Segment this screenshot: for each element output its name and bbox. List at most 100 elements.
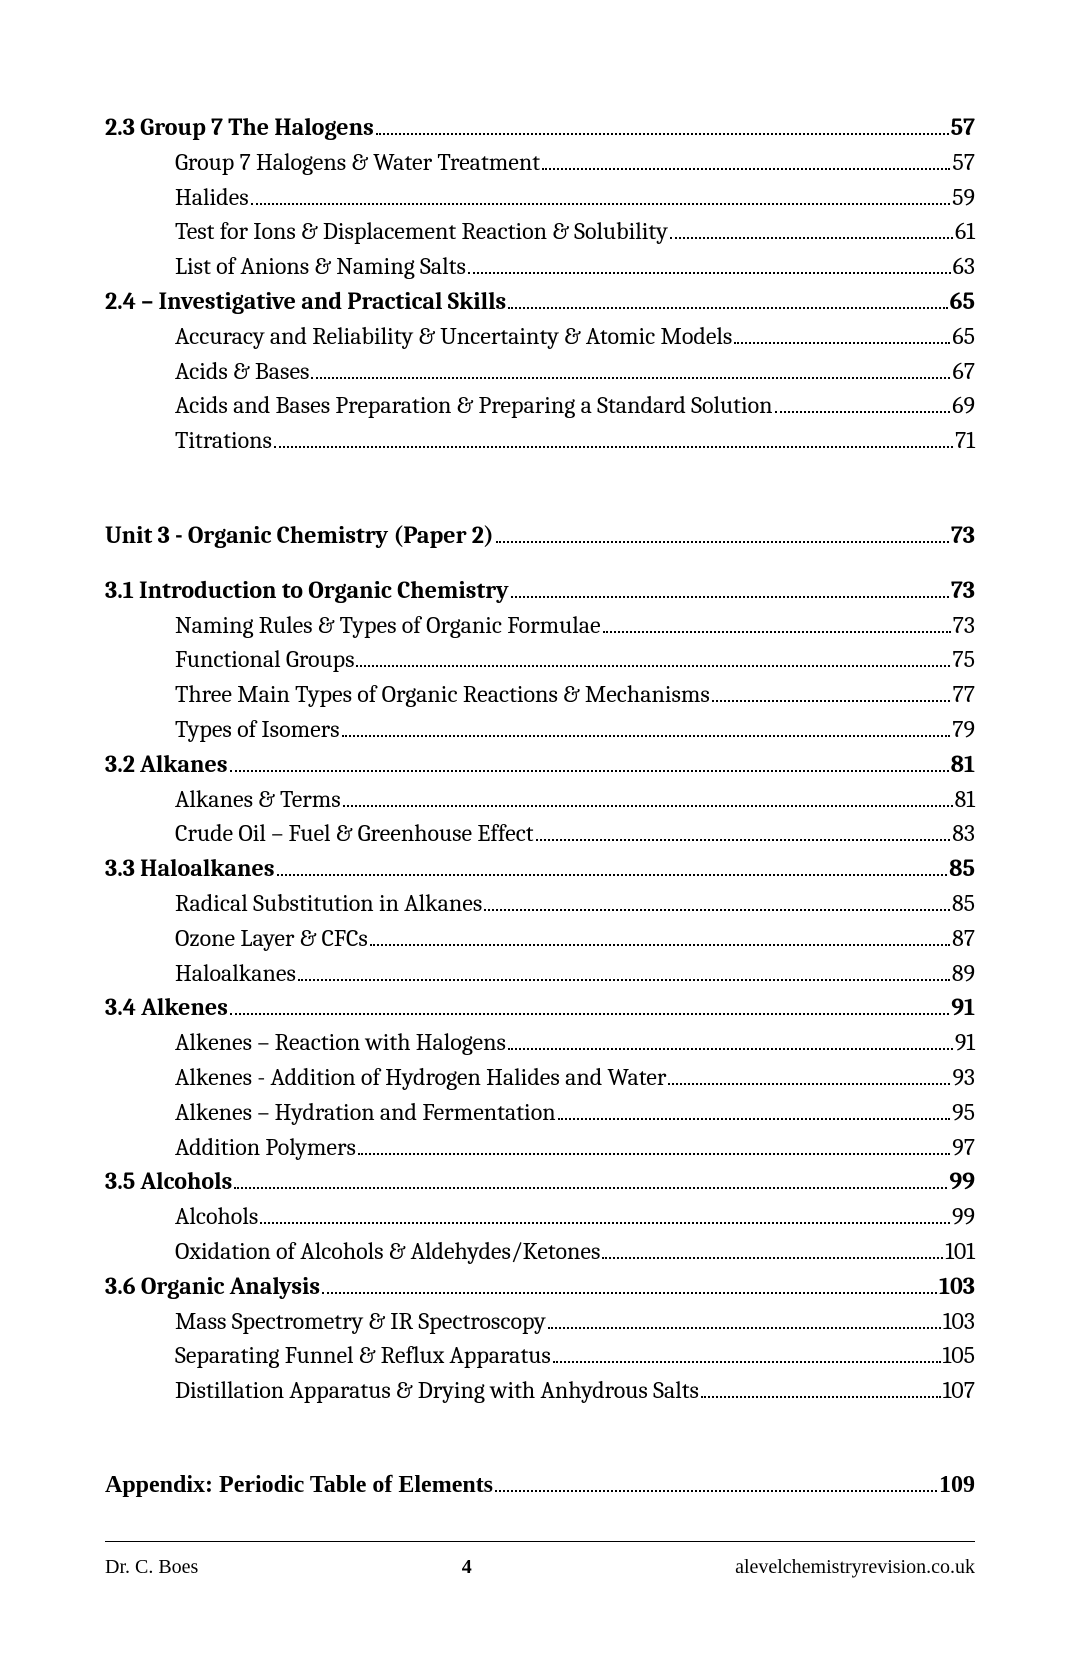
toc-sub-entry: Group 7 Halogens & Water Treatment 57 — [105, 145, 975, 180]
toc-entry-page: 57 — [951, 110, 975, 145]
toc-leader-dots — [511, 596, 949, 598]
toc-entry-page: 85 — [949, 851, 975, 886]
toc-entry-title: Three Main Types of Organic Reactions & … — [175, 677, 710, 712]
toc-entry-title: 3.4 Alkenes — [105, 990, 228, 1025]
toc-entry-page: 67 — [952, 354, 975, 389]
toc-entry-title: Acids and Bases Preparation & Preparing … — [175, 388, 773, 423]
toc-entry-page: 93 — [952, 1060, 975, 1095]
toc-sub-entry: Alcohols99 — [105, 1199, 975, 1234]
toc-entry-title: Naming Rules & Types of Organic Formulae — [175, 608, 601, 643]
toc-leader-dots — [734, 342, 950, 344]
toc-entry-title: Titrations — [175, 423, 272, 458]
toc-entry-title: Alkenes - Addition of Hydrogen Halides a… — [175, 1060, 666, 1095]
toc-entry-title: 3.5 Alcohols — [105, 1164, 232, 1199]
toc-leader-dots — [298, 979, 950, 981]
toc-leader-dots — [230, 1013, 949, 1015]
toc-entry-title: 3.1 Introduction to Organic Chemistry — [105, 573, 509, 608]
toc-sub-entry: Naming Rules & Types of Organic Formulae… — [105, 608, 975, 643]
toc-sub-entry: Separating Funnel & Reflux Apparatus105 — [105, 1338, 975, 1373]
toc-entry-page: 91 — [951, 990, 975, 1025]
toc-entry-title: Test for Ions & Displacement Reaction & … — [175, 214, 668, 249]
toc-heading-entry: 3.6 Organic Analysis 103 — [105, 1269, 975, 1304]
toc-entry-title: Crude Oil – Fuel & Greenhouse Effect — [175, 816, 534, 851]
toc-gap — [105, 1458, 975, 1468]
toc-leader-dots — [558, 1118, 951, 1120]
toc-entry-page: 83 — [952, 816, 975, 851]
table-of-contents: 2.3 Group 7 The Halogens57Group 7 Haloge… — [105, 110, 975, 1503]
toc-entry-page: 107 — [943, 1373, 975, 1408]
toc-entry-title: Ozone Layer & CFCs — [175, 921, 368, 956]
toc-leader-dots — [356, 665, 950, 667]
toc-sub-entry: Test for Ions & Displacement Reaction & … — [105, 214, 975, 249]
toc-entry-title: Alkanes & Terms — [175, 782, 341, 817]
toc-sub-entry: Alkanes & Terms81 — [105, 782, 975, 817]
toc-entry-title: List of Anions & Naming Salts — [175, 249, 466, 284]
toc-leader-dots — [484, 909, 950, 911]
toc-entry-page: 101 — [945, 1234, 975, 1269]
toc-sub-entry: Alkenes – Reaction with Halogens91 — [105, 1025, 975, 1060]
toc-leader-dots — [496, 541, 949, 543]
toc-leader-dots — [536, 839, 951, 841]
toc-entry-page: 57 — [952, 145, 975, 180]
toc-sub-entry: Acids & Bases 67 — [105, 354, 975, 389]
toc-entry-title: Types of Isomers — [175, 712, 340, 747]
toc-entry-title: Group 7 Halogens & Water Treatment — [175, 145, 540, 180]
toc-entry-page: 91 — [955, 1025, 975, 1060]
toc-entry-title: Alkenes – Hydration and Fermentation — [175, 1095, 556, 1130]
toc-entry-title: 3.2 Alkanes — [105, 747, 228, 782]
toc-sub-entry: Crude Oil – Fuel & Greenhouse Effect 83 — [105, 816, 975, 851]
toc-heading-entry: 2.4 – Investigative and Practical Skills… — [105, 284, 975, 319]
toc-entry-page: 75 — [952, 642, 975, 677]
toc-heading-entry: 2.3 Group 7 The Halogens 57 — [105, 110, 975, 145]
toc-leader-dots — [701, 1396, 941, 1398]
toc-heading-entry: 3.2 Alkanes 81 — [105, 747, 975, 782]
toc-entry-page: 59 — [952, 180, 975, 215]
toc-leader-dots — [508, 307, 947, 309]
toc-sub-entry: Halides 59 — [105, 180, 975, 215]
toc-entry-title: Appendix: Periodic Table of Elements — [105, 1468, 493, 1503]
toc-gap — [105, 458, 975, 518]
toc-entry-page: 79 — [952, 712, 975, 747]
toc-entry-title: Mass Spectrometry & IR Spectroscopy — [175, 1304, 546, 1339]
toc-leader-dots — [712, 700, 951, 702]
toc-entry-page: 63 — [953, 249, 975, 284]
footer-rule — [105, 1541, 975, 1542]
toc-entry-title: Accuracy and Reliability & Uncertainty &… — [175, 319, 732, 354]
toc-entry-page: 77 — [952, 677, 975, 712]
toc-entry-page: 73 — [951, 518, 975, 553]
toc-entry-page: 73 — [951, 573, 975, 608]
toc-sub-entry: List of Anions & Naming Salts 63 — [105, 249, 975, 284]
toc-leader-dots — [602, 1257, 943, 1259]
toc-heading-entry: 3.5 Alcohols99 — [105, 1164, 975, 1199]
toc-entry-page: 81 — [951, 747, 975, 782]
toc-sub-entry: Types of Isomers 79 — [105, 712, 975, 747]
toc-entry-title: 3.3 Haloalkanes — [105, 851, 275, 886]
toc-leader-dots — [251, 203, 951, 205]
toc-entry-title: Addition Polymers — [175, 1130, 356, 1165]
toc-leader-dots — [775, 411, 951, 413]
toc-entry-page: 65 — [950, 284, 975, 319]
toc-entry-page: 85 — [952, 886, 975, 921]
toc-leader-dots — [322, 1292, 937, 1294]
toc-leader-dots — [370, 944, 950, 946]
toc-sub-entry: Functional Groups75 — [105, 642, 975, 677]
toc-leader-dots — [311, 377, 950, 379]
toc-entry-title: 2.3 Group 7 The Halogens — [105, 110, 374, 145]
toc-leader-dots — [603, 631, 951, 633]
toc-entry-title: Acids & Bases — [175, 354, 309, 389]
toc-entry-page: 99 — [952, 1199, 975, 1234]
toc-sub-entry: Addition Polymers97 — [105, 1130, 975, 1165]
toc-sub-entry: Acids and Bases Preparation & Preparing … — [105, 388, 975, 423]
toc-entry-title: Halides — [175, 180, 249, 215]
toc-sub-entry: Accuracy and Reliability & Uncertainty &… — [105, 319, 975, 354]
toc-leader-dots — [260, 1222, 950, 1224]
footer-author: Dr. C. Boes — [105, 1556, 198, 1579]
toc-entry-page: 89 — [952, 956, 975, 991]
toc-leader-dots — [274, 446, 953, 448]
toc-entry-title: Radical Substitution in Alkanes — [175, 886, 482, 921]
toc-gap — [105, 1408, 975, 1458]
footer-website: alevelchemistryrevision.co.uk — [735, 1556, 975, 1579]
toc-entry-title: Separating Funnel & Reflux Apparatus — [175, 1338, 551, 1373]
toc-gap — [105, 563, 975, 573]
toc-leader-dots — [234, 1187, 947, 1189]
